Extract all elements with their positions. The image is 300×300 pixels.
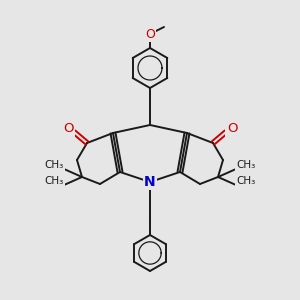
Text: CH₃: CH₃ [44,160,64,170]
Text: N: N [144,175,156,189]
Text: CH₃: CH₃ [236,160,256,170]
Text: CH₃: CH₃ [236,176,256,186]
Text: O: O [145,28,155,40]
Text: O: O [63,122,73,136]
Text: CH₃: CH₃ [44,176,64,186]
Text: O: O [227,122,237,136]
